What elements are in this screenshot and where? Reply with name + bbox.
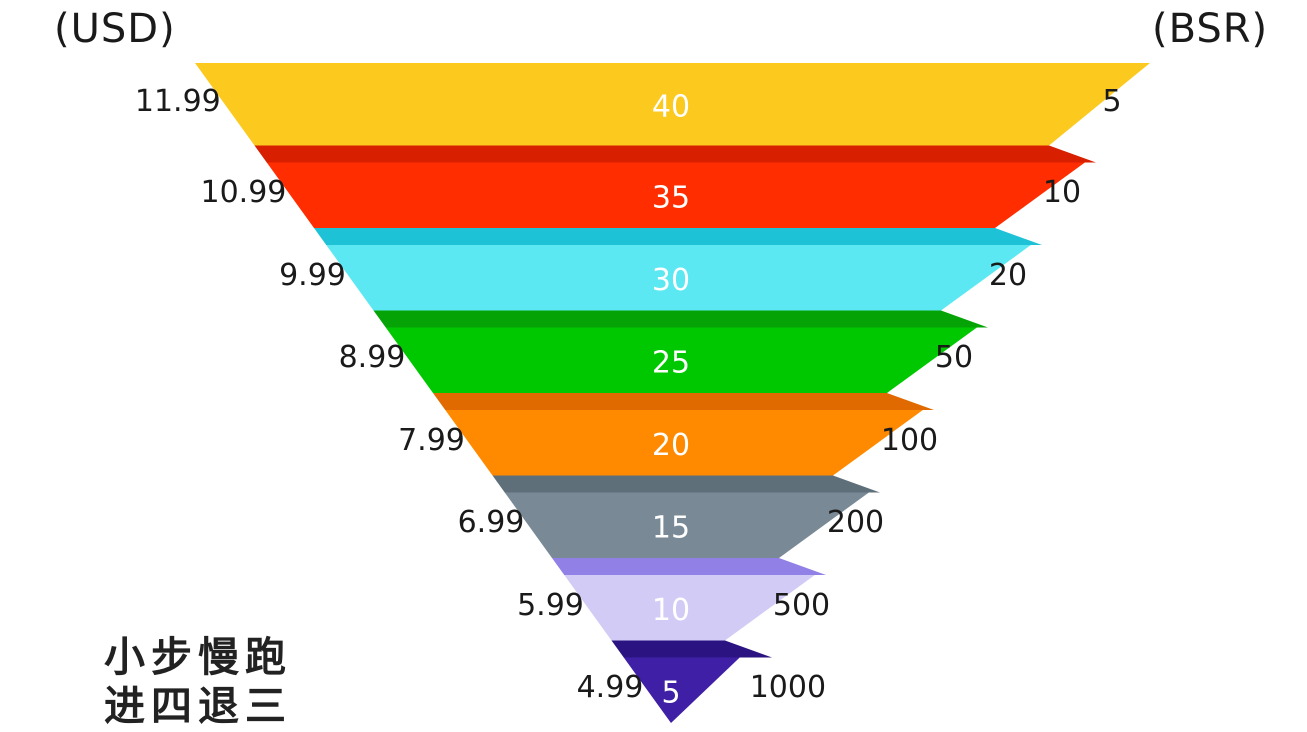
price-label-7: 5.99 (517, 587, 584, 623)
price-label-6: 6.99 (457, 505, 525, 541)
funnel-layer-7 (564, 575, 815, 641)
price-label-8: 4.99 (576, 670, 644, 706)
price-label-3: 9.99 (279, 257, 346, 293)
caption-line-2: 进四退三 (104, 682, 292, 730)
bsr-label-5: 100 (880, 422, 939, 458)
funnel-layer-top-5 (433, 393, 934, 410)
bsr-label-6: 200 (826, 505, 885, 541)
bsr-label-7: 500 (772, 587, 831, 623)
price-label-4: 8.99 (338, 340, 406, 376)
bsr-label-1: 5 (1102, 84, 1122, 120)
price-label-5: 7.99 (398, 422, 465, 458)
funnel-layer-6 (504, 492, 869, 558)
funnel-layer-top-6 (492, 475, 880, 493)
funnel-layer-top-7 (552, 558, 826, 575)
funnel-layer-top-2 (254, 145, 1096, 163)
bsr-label-2: 10 (1042, 175, 1082, 211)
bsr-label-8: 1000 (749, 670, 827, 706)
funnel-value-label-1: 40 (652, 89, 690, 124)
bsr-label-4: 50 (934, 340, 974, 376)
caption-line-1: 小步慢跑 (104, 633, 292, 681)
funnel-value-label-8: 5 (661, 675, 680, 710)
right-axis-title: (BSR) (1152, 6, 1269, 52)
funnel-layer-8 (623, 657, 740, 723)
funnel-value-label-4: 25 (652, 345, 690, 380)
funnel-layer-5 (445, 410, 923, 476)
price-label-2: 10.99 (200, 175, 287, 211)
funnel-layer-top-8 (611, 640, 772, 658)
funnel-value-label-7: 10 (652, 593, 690, 628)
funnel-layer-top-3 (314, 228, 1042, 245)
funnel-value-label-2: 35 (652, 180, 690, 215)
funnel-layer-2 (266, 162, 1085, 228)
funnel-layer-top-4 (373, 310, 988, 328)
funnel-layer-1 (195, 63, 1150, 146)
funnel-value-label-6: 15 (652, 510, 690, 545)
funnel-layer-4 (385, 327, 977, 393)
funnel-value-label-5: 20 (652, 428, 690, 463)
left-axis-title: (USD) (54, 6, 176, 52)
funnel-value-label-3: 30 (652, 263, 690, 298)
funnel-layer-3 (326, 245, 1031, 311)
bsr-label-3: 20 (988, 257, 1028, 293)
price-label-1: 11.99 (134, 84, 221, 120)
